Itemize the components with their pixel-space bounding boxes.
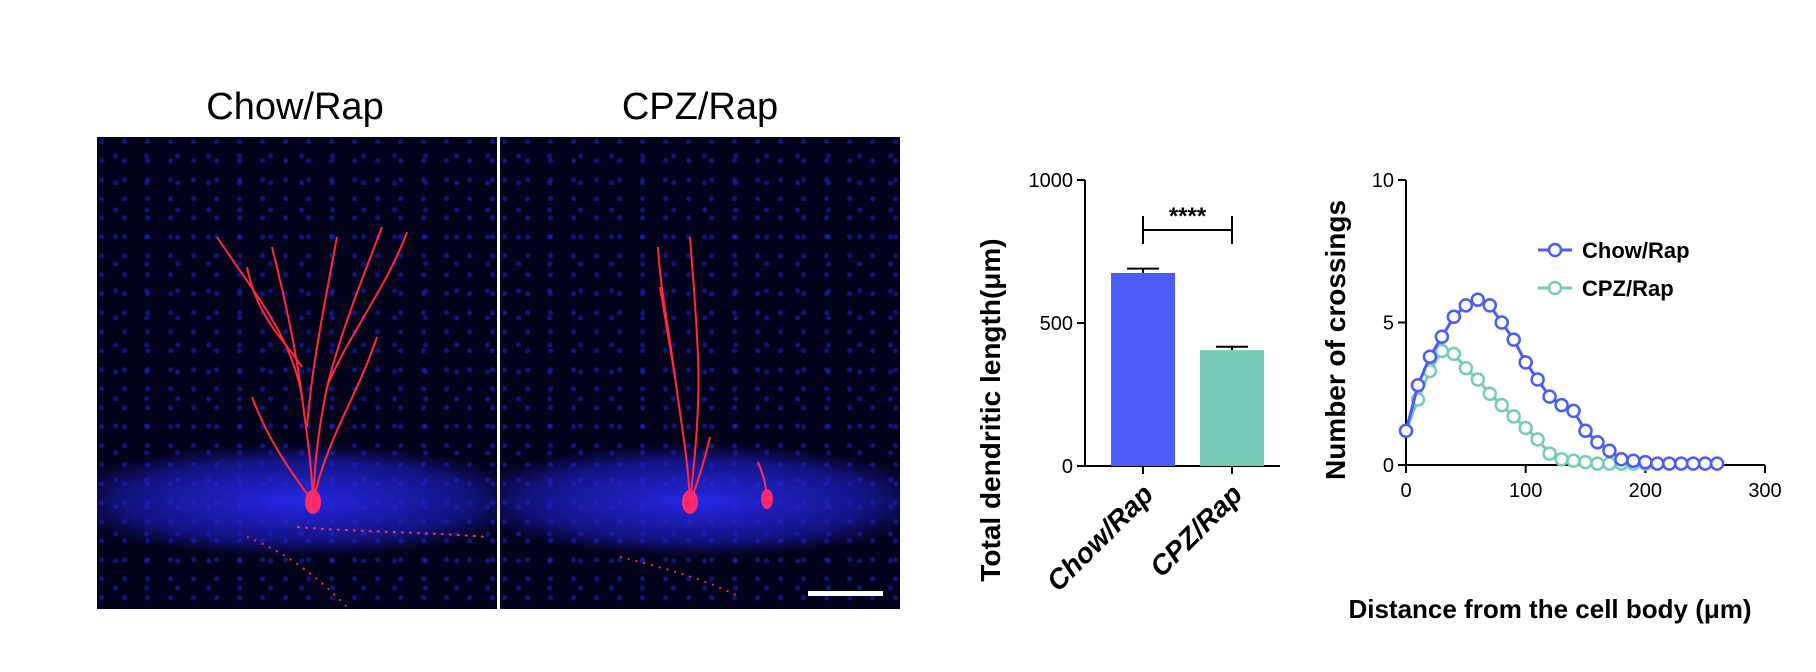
line-chart-sholl-crossings: Number of crossings Distance from the ce… (1320, 170, 1782, 624)
micrograph-chow-rap (97, 137, 497, 609)
bar-y-tick-label: 1000 (1029, 170, 1074, 192)
series-point (1578, 423, 1593, 439)
series-point (1638, 454, 1653, 470)
legend-marker-0 (1547, 242, 1563, 258)
series-point (1434, 343, 1450, 359)
series-point (1434, 329, 1450, 344)
series-point (1494, 315, 1509, 330)
bar-chart-dendritic-length: Total dendritic length(μm) **** 0 500 1000… (975, 170, 1280, 597)
right-panel-title: CPZ/Rap (621, 86, 779, 128)
bar-y-tick-label: 500 (1040, 313, 1073, 335)
series-point (1614, 452, 1629, 467)
series-point (1518, 355, 1533, 370)
micrograph-cpz-rap (500, 137, 900, 609)
series-point (1542, 446, 1557, 461)
series-point (1530, 432, 1545, 447)
significance-stars: **** (1169, 203, 1207, 230)
series-point (1518, 420, 1533, 436)
series-point (1554, 452, 1569, 467)
bar-chart-y-axis-label: Total dendritic length(μm) (975, 238, 1006, 581)
series-point (1470, 292, 1486, 307)
series-point (1685, 456, 1701, 471)
series-point (1590, 456, 1605, 471)
legend-label-0: Chow/Rap (1582, 238, 1690, 263)
series-line-0 (1404, 298, 1718, 466)
series-point (1650, 456, 1665, 471)
series-point (1626, 453, 1641, 468)
series-point (1697, 456, 1713, 471)
line-y-tick-label: 0 (1383, 455, 1394, 477)
line-x-tick-label: 200 (1629, 480, 1662, 502)
bar-category-label: Chow/Rap (1041, 478, 1160, 597)
series-point (1446, 309, 1462, 325)
series-point (1662, 456, 1677, 471)
series-point (1458, 360, 1474, 376)
series-point (1398, 423, 1414, 439)
series-point (1494, 397, 1509, 413)
series-point (1482, 298, 1498, 313)
series-point (1602, 443, 1617, 458)
series-point (1482, 386, 1498, 401)
neuron-tracing-cpz (619, 236, 773, 598)
series-point (1578, 454, 1593, 470)
bar-category-label: CPZ/Rap (1144, 478, 1248, 582)
series-point (1470, 372, 1486, 387)
line-y-tick-label: 5 (1383, 313, 1394, 335)
line-chart-y-axis-label: Number of crossings (1320, 200, 1351, 480)
line-x-tick-label: 0 (1400, 480, 1411, 502)
bar-0 (1111, 272, 1175, 466)
series-point (1566, 453, 1581, 468)
series-point (1709, 456, 1725, 471)
left-panel-title: Chow/Rap (206, 86, 384, 128)
line-y-tick-label: 10 (1372, 170, 1394, 192)
series-point (1446, 346, 1462, 362)
series-point (1673, 456, 1689, 471)
series-point (1566, 403, 1581, 419)
series-point (1506, 409, 1521, 424)
series-point (1554, 397, 1569, 413)
legend-label-1: CPZ/Rap (1582, 276, 1674, 301)
bar-1 (1200, 350, 1264, 466)
series-point (1410, 377, 1426, 393)
series-point (1530, 372, 1545, 387)
neuron-tracing-chow (216, 226, 488, 608)
line-x-tick-label: 300 (1748, 480, 1781, 502)
series-point (1590, 434, 1605, 450)
series-point (1542, 389, 1557, 404)
legend-marker-1 (1547, 280, 1563, 296)
scale-bar (808, 591, 883, 596)
series-point (1602, 456, 1617, 471)
series-point (1458, 298, 1474, 313)
line-chart-x-axis-label: Distance from the cell body (μm) (1348, 594, 1751, 624)
series-point (1422, 349, 1438, 364)
bar-y-tick-label: 0 (1062, 456, 1073, 478)
line-x-tick-label: 100 (1509, 480, 1542, 502)
series-point (1506, 332, 1521, 347)
